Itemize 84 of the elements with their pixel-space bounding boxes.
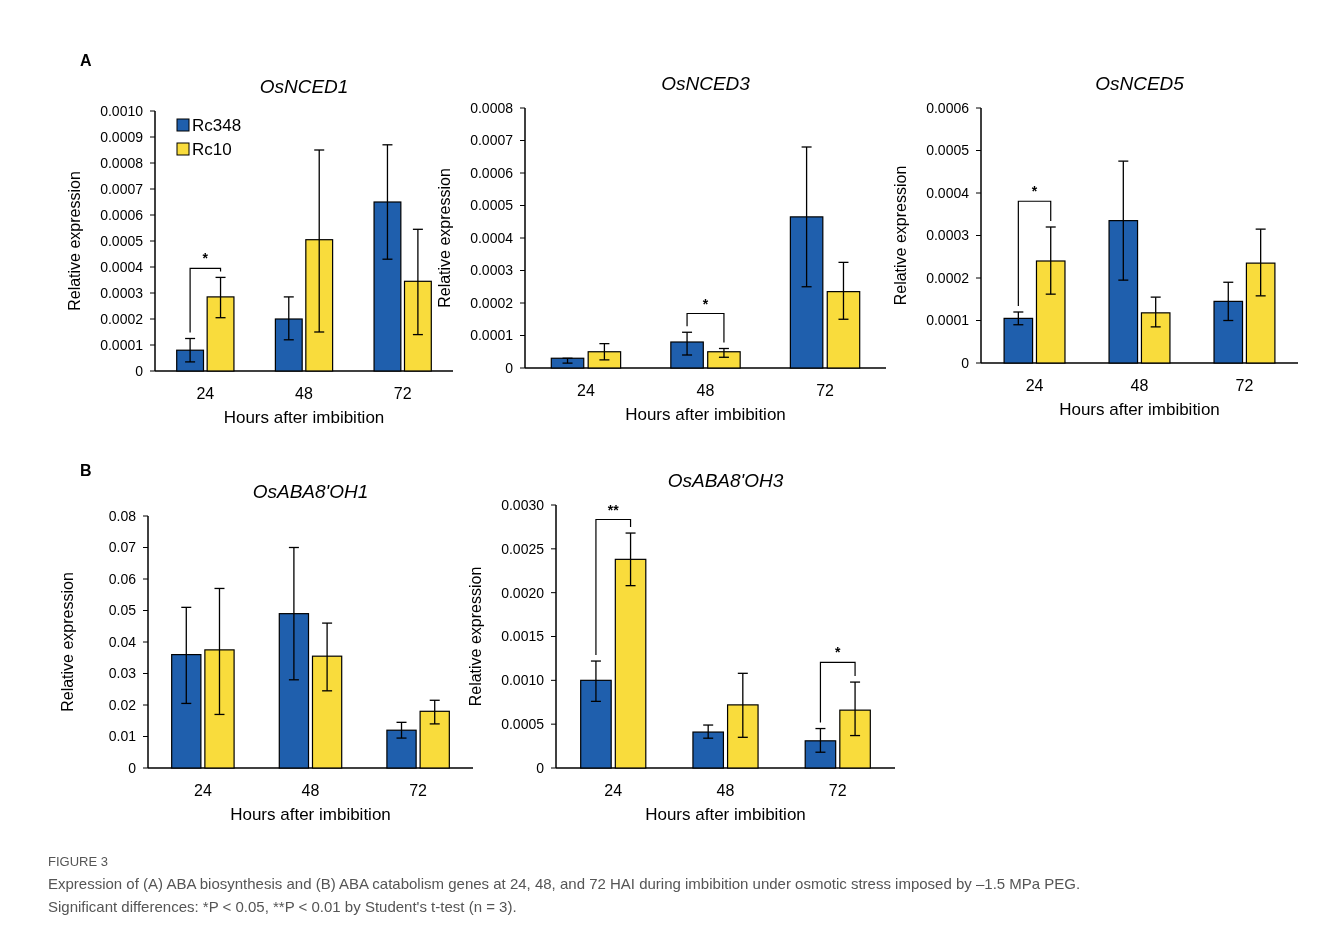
y-tick-label: 0	[961, 354, 970, 371]
y-tick-label: 0.0002	[470, 294, 514, 311]
x-axis-title: Hours after imbibition	[223, 408, 385, 427]
x-tick-label: 72	[409, 782, 428, 799]
annotation: *	[835, 644, 842, 661]
y-axis-title: Relative expression	[892, 165, 909, 306]
chart-title: OsABA8'OH1	[252, 481, 369, 502]
x-axis-title: Hours after imbibition	[625, 405, 786, 424]
y-tick-label: 0.08	[108, 507, 137, 524]
y-tick-label: 0.0020	[501, 584, 545, 601]
y-axis-title: Relative expression	[467, 566, 484, 707]
text: B	[80, 462, 92, 479]
legend-label: Rc348	[192, 115, 242, 135]
y-tick-label: 0.01	[108, 728, 137, 745]
x-tick-label: 48	[716, 782, 735, 799]
y-tick-label: 0.07	[108, 539, 137, 556]
y-tick-label: 0.05	[108, 602, 137, 619]
y-tick-label: 0.0008	[470, 99, 514, 116]
y-tick-label: 0.0005	[501, 716, 545, 733]
y-tick-label: 0.03	[108, 665, 137, 682]
x-tick-label: 48	[1130, 377, 1149, 394]
y-tick-label: 0.0007	[470, 132, 514, 149]
annotation: *	[202, 250, 209, 267]
y-tick-label: 0.0006	[100, 206, 144, 223]
y-tick-label: 0.0005	[470, 197, 514, 214]
y-tick-label: 0.0001	[100, 336, 144, 353]
y-tick-label: 0.0004	[926, 184, 970, 201]
x-axis-title: Hours after imbibition	[230, 805, 391, 824]
y-tick-label: 0	[135, 362, 144, 379]
y-tick-label: 0.0004	[470, 229, 514, 246]
text: Expression of (A) ABA biosynthesis and (B) ABA catabolism genes at 24, 48, and 72 HAI during imbibition under osmotic stress imposed by –1.5 MPa PEG. Significant differences: *P < 0.05, **P < 0.01 by Student's t-test (n = 3).	[48, 875, 1081, 915]
x-tick-label: 48	[295, 385, 313, 402]
x-axis-title: Hours after imbibition	[645, 805, 806, 824]
text: A	[80, 52, 92, 69]
y-tick-label: 0.0001	[470, 327, 514, 344]
chart-title: OsNCED1	[259, 76, 349, 97]
annotation: *	[702, 295, 709, 312]
y-tick-label: 0.0005	[100, 232, 144, 249]
x-tick-label: 24	[193, 782, 212, 799]
y-tick-label: 0	[536, 759, 545, 776]
x-tick-label: 48	[696, 382, 715, 399]
y-tick-label: 0.0030	[501, 496, 545, 513]
x-tick-label: 72	[1235, 377, 1254, 394]
y-tick-label: 0.0025	[501, 540, 545, 557]
y-tick-label: 0.0006	[470, 164, 514, 181]
x-tick-label: 24	[604, 782, 623, 799]
x-tick-label: 72	[393, 385, 412, 402]
y-axis-title: Relative expression	[59, 572, 76, 712]
y-tick-label: 0.0010	[501, 672, 545, 689]
y-tick-label: 0.0003	[100, 284, 144, 301]
x-tick-label: 48	[301, 782, 320, 799]
y-tick-label: 0.0003	[926, 227, 970, 244]
y-tick-label: 0.04	[108, 633, 137, 650]
y-tick-label: 0.0002	[926, 269, 970, 286]
y-tick-label: 0.0008	[100, 154, 144, 171]
x-tick-label: 24	[577, 382, 595, 399]
annotation: *	[1031, 183, 1038, 200]
x-tick-label: 72	[816, 382, 835, 399]
y-tick-label: 0.0001	[926, 312, 970, 329]
y-axis-title: Relative expression	[436, 168, 453, 308]
y-tick-label: 0.0015	[501, 628, 545, 645]
x-axis-title: Hours after imbibition	[1059, 400, 1220, 419]
caption: FIGURE 3	[48, 854, 108, 869]
y-tick-label: 0.0002	[100, 310, 144, 327]
y-tick-label: 0.0009	[100, 128, 144, 145]
chart-title: OsNCED5	[1095, 73, 1185, 94]
x-tick-label: 24	[196, 385, 215, 402]
y-tick-label: 0.0006	[926, 99, 970, 116]
y-tick-label: 0.0005	[926, 142, 970, 159]
annotation: **	[607, 501, 620, 518]
y-tick-label: 0.0003	[470, 262, 514, 279]
x-tick-label: 72	[828, 782, 847, 799]
y-tick-label: 0.0010	[100, 102, 144, 119]
y-axis-title: Relative expression	[66, 171, 83, 311]
chart-title: OsNCED3	[661, 73, 751, 94]
y-tick-label: 0.06	[108, 570, 137, 587]
chart-title: OsABA8'OH3	[667, 470, 784, 491]
y-tick-label: 0	[505, 359, 514, 376]
y-tick-label: 0.0004	[100, 258, 144, 275]
y-tick-label: 0	[128, 759, 137, 776]
y-tick-label: 0.02	[108, 696, 137, 713]
legend-label: Rc10	[192, 139, 232, 159]
y-tick-label: 0.0007	[100, 180, 144, 197]
x-tick-label: 24	[1025, 377, 1044, 394]
